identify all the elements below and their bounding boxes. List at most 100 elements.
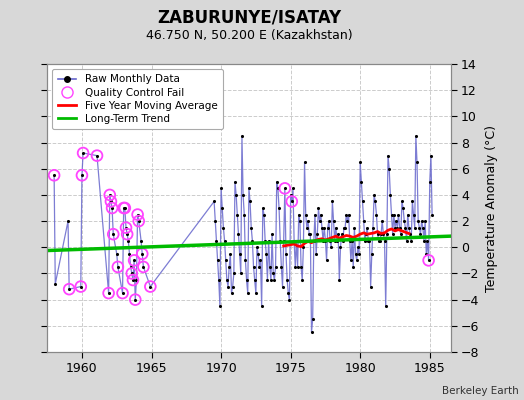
Point bbox=[376, 238, 384, 244]
Point bbox=[277, 264, 286, 270]
Point bbox=[379, 231, 388, 237]
Point bbox=[300, 159, 309, 165]
Point bbox=[249, 264, 258, 270]
Point bbox=[428, 211, 436, 218]
Point bbox=[393, 224, 401, 231]
Point bbox=[364, 238, 373, 244]
Point bbox=[107, 198, 115, 205]
Point bbox=[365, 238, 374, 244]
Point bbox=[334, 231, 342, 237]
Point bbox=[291, 264, 299, 270]
Point bbox=[342, 211, 351, 218]
Point bbox=[210, 198, 219, 205]
Point bbox=[292, 238, 301, 244]
Point bbox=[244, 290, 252, 296]
Point bbox=[287, 192, 295, 198]
Point bbox=[138, 251, 146, 257]
Point bbox=[114, 264, 122, 270]
Point bbox=[347, 257, 355, 264]
Point bbox=[138, 251, 146, 257]
Point bbox=[313, 231, 322, 237]
Point bbox=[129, 277, 137, 283]
Point bbox=[272, 179, 281, 185]
Point bbox=[369, 224, 377, 231]
Point bbox=[135, 218, 143, 224]
Point bbox=[122, 224, 130, 231]
Point bbox=[233, 211, 242, 218]
Point bbox=[284, 290, 292, 296]
Point bbox=[416, 231, 424, 237]
Point bbox=[288, 198, 296, 205]
Point bbox=[269, 270, 277, 277]
Point bbox=[227, 290, 236, 296]
Point bbox=[137, 238, 145, 244]
Point bbox=[281, 185, 289, 192]
Point bbox=[341, 224, 350, 231]
Point bbox=[268, 231, 276, 237]
Point bbox=[129, 277, 137, 283]
Point bbox=[235, 251, 244, 257]
Point bbox=[241, 257, 249, 264]
Point bbox=[343, 218, 352, 224]
Point bbox=[125, 251, 134, 257]
Point bbox=[361, 238, 369, 244]
Point bbox=[419, 224, 427, 231]
Point bbox=[222, 257, 230, 264]
Point bbox=[320, 224, 329, 231]
Point bbox=[332, 224, 340, 231]
Point bbox=[288, 198, 296, 205]
Point bbox=[311, 211, 319, 218]
Point bbox=[247, 224, 255, 231]
Point bbox=[114, 264, 122, 270]
Point bbox=[380, 238, 389, 244]
Point bbox=[357, 179, 366, 185]
Point bbox=[219, 224, 227, 231]
Point bbox=[355, 251, 363, 257]
Point bbox=[65, 286, 73, 292]
Point bbox=[283, 277, 291, 283]
Point bbox=[109, 231, 117, 237]
Point bbox=[326, 238, 334, 244]
Point bbox=[93, 152, 101, 159]
Point bbox=[232, 192, 241, 198]
Point bbox=[270, 277, 279, 283]
Point bbox=[356, 159, 364, 165]
Point bbox=[78, 172, 86, 178]
Point bbox=[221, 238, 229, 244]
Point bbox=[139, 264, 148, 270]
Point bbox=[352, 251, 360, 257]
Point bbox=[333, 238, 341, 244]
Point bbox=[312, 251, 320, 257]
Point bbox=[331, 238, 339, 244]
Point bbox=[385, 166, 394, 172]
Point bbox=[267, 277, 275, 283]
Point bbox=[362, 231, 370, 237]
Point bbox=[315, 218, 324, 224]
Point bbox=[353, 257, 361, 264]
Point bbox=[139, 264, 148, 270]
Point bbox=[399, 205, 407, 211]
Point bbox=[231, 179, 239, 185]
Point bbox=[405, 224, 413, 231]
Legend: Raw Monthly Data, Quality Control Fail, Five Year Moving Average, Long-Term Tren: Raw Monthly Data, Quality Control Fail, … bbox=[52, 69, 223, 129]
Point bbox=[246, 198, 254, 205]
Point bbox=[118, 290, 127, 296]
Point bbox=[391, 224, 399, 231]
Point bbox=[243, 277, 251, 283]
Point bbox=[375, 238, 383, 244]
Point bbox=[282, 251, 290, 257]
Point bbox=[296, 218, 304, 224]
Point bbox=[130, 257, 138, 264]
Point bbox=[321, 238, 330, 244]
Point bbox=[294, 211, 303, 218]
Point bbox=[387, 211, 396, 218]
Point bbox=[146, 283, 155, 290]
Point bbox=[123, 231, 132, 237]
Point bbox=[223, 277, 231, 283]
Point bbox=[119, 205, 128, 211]
Point bbox=[372, 211, 380, 218]
Point bbox=[50, 172, 58, 178]
Point bbox=[406, 231, 414, 237]
Point bbox=[318, 224, 326, 231]
Point bbox=[309, 316, 317, 322]
